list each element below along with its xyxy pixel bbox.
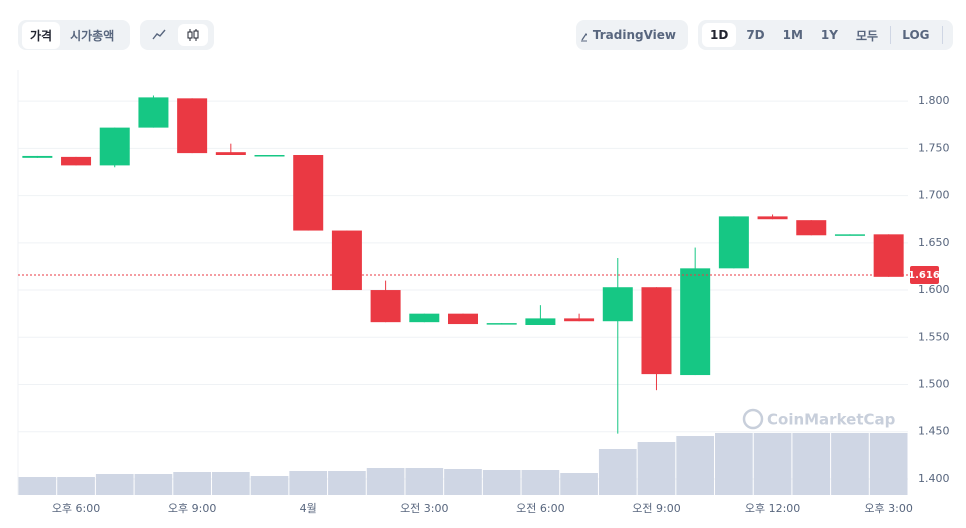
- volume-bar: [18, 477, 57, 495]
- volume-bar: [405, 468, 444, 495]
- range-button[interactable]: 1M: [782, 28, 803, 42]
- x-tick-label: 오후 12:00: [745, 502, 800, 515]
- volume-bar: [560, 473, 598, 495]
- candle-body: [293, 155, 324, 231]
- candle-body: [486, 323, 517, 325]
- volume-bar: [831, 433, 869, 495]
- volume-bar: [521, 470, 560, 495]
- volume-bar: [57, 477, 95, 495]
- candle-body: [61, 156, 92, 166]
- volume-bar: [444, 469, 482, 495]
- volume-bar: [753, 433, 792, 495]
- range-button[interactable]: 1D: [702, 23, 737, 47]
- candle-body: [177, 98, 208, 154]
- candle-body: [718, 216, 749, 269]
- log-button[interactable]: LOG: [902, 28, 930, 42]
- candle-body: [873, 234, 904, 277]
- candle-body: [370, 290, 401, 323]
- volume-bar: [95, 474, 134, 495]
- y-tick-label: 1.600: [918, 283, 950, 296]
- candle-style-button[interactable]: [178, 24, 208, 46]
- y-tick-label: 1.700: [918, 189, 950, 202]
- candle-body: [602, 287, 633, 322]
- volume-bar: [211, 472, 250, 495]
- chart-style-group: [140, 20, 214, 50]
- y-tick-label: 1.750: [918, 141, 950, 154]
- x-tick-label: 오후 6:00: [52, 502, 100, 515]
- y-tick-label: 1.800: [918, 94, 950, 107]
- last-price-label: 1.616: [908, 270, 940, 281]
- x-tick-label: 오후 3:00: [864, 502, 912, 515]
- watermark-text: CoinMarketCap: [767, 411, 896, 429]
- y-tick-label: 1.650: [918, 236, 950, 249]
- candle-body: [331, 230, 362, 291]
- x-tick-label: 오전 6:00: [516, 502, 564, 515]
- candle-body: [564, 318, 595, 322]
- volume-bar: [676, 436, 715, 495]
- volume-bar: [482, 470, 521, 495]
- candle-body: [448, 313, 478, 325]
- range-button[interactable]: 1Y: [820, 28, 838, 42]
- x-tick-label: 오후 9:00: [168, 502, 216, 515]
- y-tick-label: 1.400: [918, 472, 950, 485]
- candle-body: [99, 127, 130, 166]
- candle-body: [796, 220, 827, 236]
- market-cap-tab[interactable]: 시가총액: [70, 28, 115, 43]
- volume-bar: [366, 468, 405, 495]
- range-button[interactable]: 모두: [855, 28, 879, 43]
- x-tick-label: 4월: [300, 502, 317, 515]
- volume-bar: [289, 471, 328, 495]
- candle-body: [525, 318, 556, 325]
- tradingview-button[interactable]: TradingView: [576, 20, 688, 50]
- line-style-button[interactable]: [146, 24, 172, 46]
- candle-body: [641, 287, 672, 375]
- candle-body: [254, 155, 285, 157]
- volume-bar: [715, 433, 753, 495]
- candle-body: [409, 313, 440, 323]
- volume-bar: [637, 442, 676, 495]
- candle-body: [215, 152, 246, 155]
- volume-bar: [598, 449, 637, 495]
- watermark: CoinMarketCap: [742, 408, 896, 430]
- candle-body: [757, 216, 788, 220]
- x-tick-label: 오전 3:00: [400, 502, 448, 515]
- y-tick-label: 1.550: [918, 330, 950, 343]
- tradingview-icon: [581, 32, 587, 42]
- price-tab[interactable]: 가격: [22, 21, 61, 49]
- y-tick-label: 1.500: [918, 378, 950, 391]
- volume-bar: [134, 474, 173, 495]
- volume-bar: [250, 476, 289, 495]
- chart-mode-group: 가격 시가총액: [18, 20, 130, 50]
- y-tick-label: 1.450: [918, 425, 950, 438]
- volume-bar: [792, 433, 831, 495]
- candle-body: [834, 234, 865, 236]
- volume-bar: [328, 471, 366, 495]
- tradingview-label: TradingView: [592, 28, 676, 42]
- volume-bar: [869, 433, 908, 495]
- volume-bar: [173, 472, 211, 495]
- range-button[interactable]: 7D: [746, 28, 765, 42]
- candle-body: [680, 268, 711, 376]
- last-price-tag: [910, 265, 939, 284]
- candle-body: [138, 97, 169, 128]
- range-group: 1D 7D 1M 1Y 모두 LOG: [698, 20, 953, 50]
- x-tick-label: 오전 9:00: [632, 502, 680, 515]
- candle-body: [22, 155, 53, 158]
